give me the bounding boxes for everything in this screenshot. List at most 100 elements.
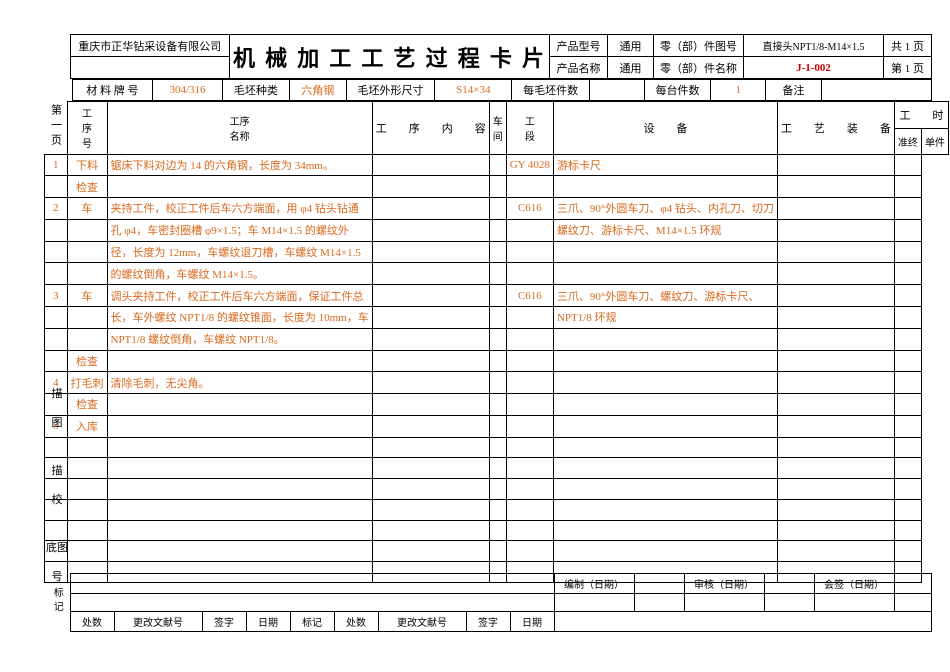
table-row: 3车调头夹持工件，校正工件后车六方端面，保证工件总C616三爪、90°外圆车刀、… xyxy=(45,285,949,307)
material: 304/316 xyxy=(152,80,223,101)
table-row: 2车夹持工件，校正工件后车六方端面，用 φ4 钻头钻通C616三爪、90°外圆车… xyxy=(45,198,949,220)
cell-unit xyxy=(894,263,921,285)
cell-sect xyxy=(489,437,506,458)
cell-no xyxy=(45,306,68,328)
cell-sect xyxy=(489,198,506,220)
cell-no: 2 xyxy=(45,198,68,220)
cell-unit xyxy=(894,350,921,372)
product-model-label: 产品型号 xyxy=(550,35,608,57)
cell-prep xyxy=(777,176,894,198)
cell-content: 清除毛刺，无尖角。 xyxy=(107,372,372,394)
cell-tool xyxy=(553,479,777,500)
cell-tool: 螺纹刀、游标卡尺、M14×1.5 环规 xyxy=(553,219,777,241)
cell-equip xyxy=(506,219,553,241)
cell-equip xyxy=(506,394,553,416)
cell-tool xyxy=(553,394,777,416)
cell-content: NPT1/8 螺纹倒角，车螺纹 NPT1/8。 xyxy=(107,328,372,350)
cell-unit xyxy=(894,372,921,394)
cell-name xyxy=(67,263,107,285)
table-row: 径，长度为 12mm，车螺纹退刀槽，车螺纹 M14×1.5 xyxy=(45,241,949,263)
cell-tool: 三爪、90°外圆车刀、φ4 钻头、内孔刀、切刀 xyxy=(553,198,777,220)
ftr-bianzhi: 编制（日期） xyxy=(554,574,634,594)
cell-sect xyxy=(489,285,506,307)
cell-unit xyxy=(894,176,921,198)
cell-name xyxy=(67,541,107,562)
cell-content xyxy=(107,520,372,541)
cell-content xyxy=(107,415,372,437)
cell-shop xyxy=(372,372,489,394)
per-blank-label: 每毛坯件数 xyxy=(512,80,589,101)
header-table: 重庆市正华钻采设备有限公司 机 械 加 工 工 艺 过 程 卡 片 产品型号 通… xyxy=(44,34,932,79)
sheet: 重庆市正华钻采设备有限公司 机 械 加 工 工 艺 过 程 卡 片 产品型号 通… xyxy=(0,0,950,672)
cell-content: 的螺纹倒角，车螺纹 M14×1.5。 xyxy=(107,263,372,285)
cell-prep xyxy=(777,154,894,176)
cell-tool xyxy=(553,350,777,372)
cell-prep xyxy=(777,263,894,285)
cell-unit xyxy=(894,499,921,520)
main-table: 第一页 工序号 工序名称 工 序 内 容 车间 工段 设 备 工 艺 装 备 工… xyxy=(44,101,949,573)
cell-shop xyxy=(372,479,489,500)
col-prep: 准终 xyxy=(894,128,921,154)
cell-tool xyxy=(553,437,777,458)
cell-equip xyxy=(506,372,553,394)
cell-no: 3 xyxy=(45,285,68,307)
cell-equip xyxy=(506,306,553,328)
cell-equip xyxy=(506,541,553,562)
cell-content xyxy=(107,350,372,372)
cell-unit xyxy=(894,328,921,350)
cell-shop xyxy=(372,328,489,350)
cell-no xyxy=(45,176,68,198)
part-name-label: 零（部）件名称 xyxy=(654,57,744,79)
cell-equip xyxy=(506,263,553,285)
cell-equip xyxy=(506,520,553,541)
cell-content xyxy=(107,176,372,198)
cell-sect xyxy=(489,241,506,263)
table-row xyxy=(45,437,949,458)
cell-no: 1 xyxy=(45,154,68,176)
table-row xyxy=(45,499,949,520)
cell-no xyxy=(45,350,68,372)
ftr-riqi: 日期 xyxy=(246,612,290,632)
ftr-qianzi2: 签字 xyxy=(466,612,510,632)
cell-content xyxy=(107,394,372,416)
cell-tool xyxy=(553,176,777,198)
cell-content xyxy=(107,541,372,562)
cell-name xyxy=(67,499,107,520)
cell-equip xyxy=(506,241,553,263)
cell-sect xyxy=(489,458,506,479)
product-model: 通用 xyxy=(608,35,654,57)
ftr-qianzi: 签字 xyxy=(202,612,246,632)
cell-tool: NPT1/8 环规 xyxy=(553,306,777,328)
cell-prep xyxy=(777,219,894,241)
cell-tool xyxy=(553,541,777,562)
cell-sect xyxy=(489,479,506,500)
cell-shop xyxy=(372,219,489,241)
col-tooling: 工 艺 装 备 xyxy=(777,102,894,155)
ftr-huiqian: 会签（日期） xyxy=(814,574,894,594)
cell-content: 长，车外螺纹 NPT1/8 的螺纹锥面，长度为 10mm，车 xyxy=(107,306,372,328)
cell-content xyxy=(107,499,372,520)
cell-name xyxy=(67,437,107,458)
cell-unit xyxy=(894,285,921,307)
cell-no xyxy=(45,219,68,241)
table-row: NPT1/8 螺纹倒角，车螺纹 NPT1/8。 xyxy=(45,328,949,350)
side-miaotu: 描 图 xyxy=(44,380,70,437)
cell-shop xyxy=(372,437,489,458)
cell-name: 检查 xyxy=(67,176,107,198)
cell-prep xyxy=(777,350,894,372)
col-time: 工 时 xyxy=(894,102,948,129)
cell-sect xyxy=(489,541,506,562)
cell-prep xyxy=(777,285,894,307)
cell-equip xyxy=(506,437,553,458)
cell-prep xyxy=(777,394,894,416)
cell-tool: 三爪、90°外圆车刀、螺纹刀、游标卡尺、 xyxy=(553,285,777,307)
cell-unit xyxy=(894,219,921,241)
cell-prep xyxy=(777,520,894,541)
per-blank xyxy=(589,80,644,101)
cell-prep xyxy=(777,458,894,479)
cell-tool xyxy=(553,520,777,541)
company: 重庆市正华钻采设备有限公司 xyxy=(70,35,229,57)
cell-equip xyxy=(506,415,553,437)
cell-tool xyxy=(553,499,777,520)
table-row: 5入库 xyxy=(45,415,949,437)
